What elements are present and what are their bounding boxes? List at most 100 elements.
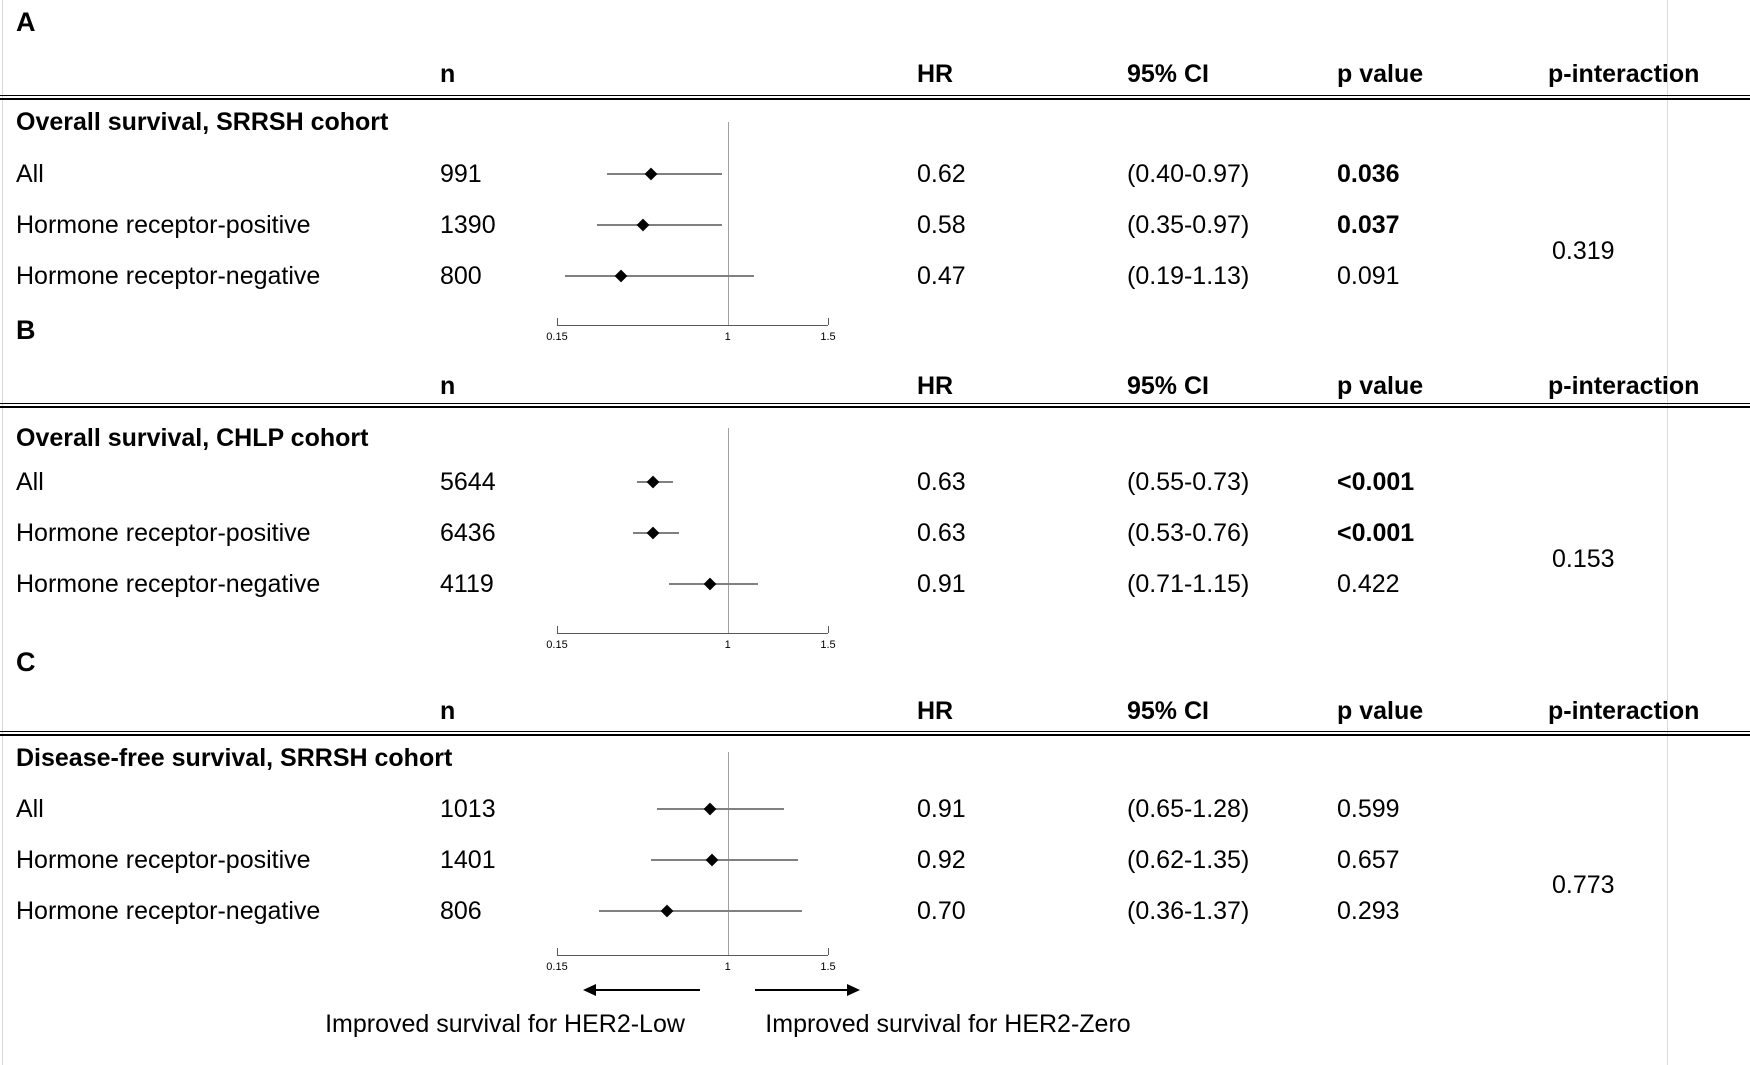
p-interaction-value: 0.773 xyxy=(1552,871,1615,899)
row-n-value: 4119 xyxy=(440,570,494,598)
column-header-ci: 95% CI xyxy=(1127,60,1209,88)
row-label: Hormone receptor-positive xyxy=(16,846,311,874)
row-label: Hormone receptor-positive xyxy=(16,519,311,547)
x-axis-tick-label: 0.15 xyxy=(546,331,568,343)
row-ci-value: (0.65-1.28) xyxy=(1127,795,1250,823)
column-header-p-interaction: p-interaction xyxy=(1548,372,1700,400)
row-n-value: 5644 xyxy=(440,468,496,496)
x-axis-tick xyxy=(557,318,559,325)
x-axis-tick-label: 1.5 xyxy=(820,639,836,651)
right-arrow-line xyxy=(755,989,848,991)
legend-her2-zero-label: Improved survival for HER2-Zero xyxy=(765,1010,1131,1038)
row-p-value: 0.037 xyxy=(1337,211,1400,239)
row-n-value: 991 xyxy=(440,160,482,188)
column-header-hr: HR xyxy=(917,60,954,88)
x-axis-tick xyxy=(828,318,830,325)
row-label: Hormone receptor-negative xyxy=(16,262,321,290)
x-axis-tick-label: 1.5 xyxy=(820,961,836,973)
row-p-value: 0.091 xyxy=(1337,262,1400,290)
x-axis-tick xyxy=(557,626,559,633)
panel-label-a: A xyxy=(16,7,36,37)
panel-label-c: C xyxy=(16,647,36,677)
row-p-value: <0.001 xyxy=(1337,519,1415,547)
ci-interval-line xyxy=(565,275,754,277)
hr-point-diamond xyxy=(644,167,658,181)
page-left-border xyxy=(2,0,3,1065)
row-ci-value: (0.55-0.73) xyxy=(1127,468,1250,496)
row-label: All xyxy=(16,160,44,188)
row-ci-value: (0.19-1.13) xyxy=(1127,262,1250,290)
column-header-hr: HR xyxy=(917,697,954,725)
column-header-n: n xyxy=(440,697,456,725)
ci-interval-line xyxy=(657,808,784,810)
hr-point-diamond xyxy=(705,853,718,867)
row-ci-value: (0.40-0.97) xyxy=(1127,160,1250,188)
legend-her2-low-label: Improved survival for HER2-Low xyxy=(325,1010,685,1038)
p-interaction-value: 0.153 xyxy=(1552,545,1615,573)
row-hr-value: 0.62 xyxy=(917,160,966,188)
column-header-n: n xyxy=(440,372,456,400)
row-n-value: 6436 xyxy=(440,519,496,547)
x-axis-tick-label: 1.5 xyxy=(820,331,836,343)
row-hr-value: 0.92 xyxy=(917,846,966,874)
hr-point-diamond xyxy=(703,802,716,816)
row-n-value: 1013 xyxy=(440,795,496,823)
column-header-p-interaction: p-interaction xyxy=(1548,697,1700,725)
row-ci-value: (0.36-1.37) xyxy=(1127,897,1250,925)
row-hr-value: 0.63 xyxy=(917,468,966,496)
ci-interval-line xyxy=(597,224,722,226)
row-n-value: 806 xyxy=(440,897,482,925)
row-p-value: 0.293 xyxy=(1337,897,1400,925)
section-title: Overall survival, SRRSH cohort xyxy=(16,108,389,136)
section-title: Disease-free survival, SRRSH cohort xyxy=(16,744,453,772)
header-rule xyxy=(0,731,1750,736)
row-p-value: 0.422 xyxy=(1337,570,1400,598)
reference-line xyxy=(727,752,730,955)
x-axis-tick-label: 1 xyxy=(724,961,731,973)
ci-interval-line xyxy=(651,859,798,861)
row-n-value: 1390 xyxy=(440,211,496,239)
row-hr-value: 0.58 xyxy=(917,211,966,239)
ci-interval-line xyxy=(607,173,722,175)
left-arrow-line xyxy=(595,989,700,991)
ci-interval-line xyxy=(599,910,802,912)
column-header-hr: HR xyxy=(917,372,954,400)
right-arrow-icon xyxy=(847,984,860,996)
row-p-value: 0.036 xyxy=(1337,160,1400,188)
x-axis-tick-label: 0.15 xyxy=(546,961,568,973)
row-ci-value: (0.62-1.35) xyxy=(1127,846,1250,874)
row-n-value: 800 xyxy=(440,262,482,290)
x-axis-line xyxy=(557,633,828,635)
column-header-ci: 95% CI xyxy=(1127,372,1209,400)
column-header-p: p value xyxy=(1337,372,1424,400)
row-hr-value: 0.91 xyxy=(917,795,966,823)
x-axis-tick-label: 1 xyxy=(724,331,731,343)
section-title: Overall survival, CHLP cohort xyxy=(16,424,369,452)
hr-point-diamond xyxy=(703,577,716,591)
x-axis-tick xyxy=(828,626,830,633)
hr-point-diamond xyxy=(614,269,628,283)
row-ci-value: (0.35-0.97) xyxy=(1127,211,1250,239)
row-hr-value: 0.70 xyxy=(917,897,966,925)
row-n-value: 1401 xyxy=(440,846,496,874)
header-rule xyxy=(0,403,1750,408)
p-interaction-value: 0.319 xyxy=(1552,237,1615,265)
row-label: Hormone receptor-negative xyxy=(16,897,321,925)
column-header-n: n xyxy=(440,60,456,88)
hr-point-diamond xyxy=(636,218,650,232)
row-label: Hormone receptor-positive xyxy=(16,211,311,239)
hr-point-diamond xyxy=(661,904,674,918)
row-ci-value: (0.53-0.76) xyxy=(1127,519,1250,547)
x-axis-tick xyxy=(828,948,830,955)
panel-label-b: B xyxy=(16,315,36,345)
x-axis-tick-label: 1 xyxy=(724,639,731,651)
column-header-p: p value xyxy=(1337,60,1424,88)
row-hr-value: 0.91 xyxy=(917,570,966,598)
header-rule xyxy=(0,95,1750,100)
row-p-value: 0.657 xyxy=(1337,846,1400,874)
hr-point-diamond xyxy=(646,475,660,489)
x-axis-line xyxy=(557,955,828,957)
x-axis-tick-label: 0.15 xyxy=(546,639,568,651)
row-label: All xyxy=(16,795,44,823)
